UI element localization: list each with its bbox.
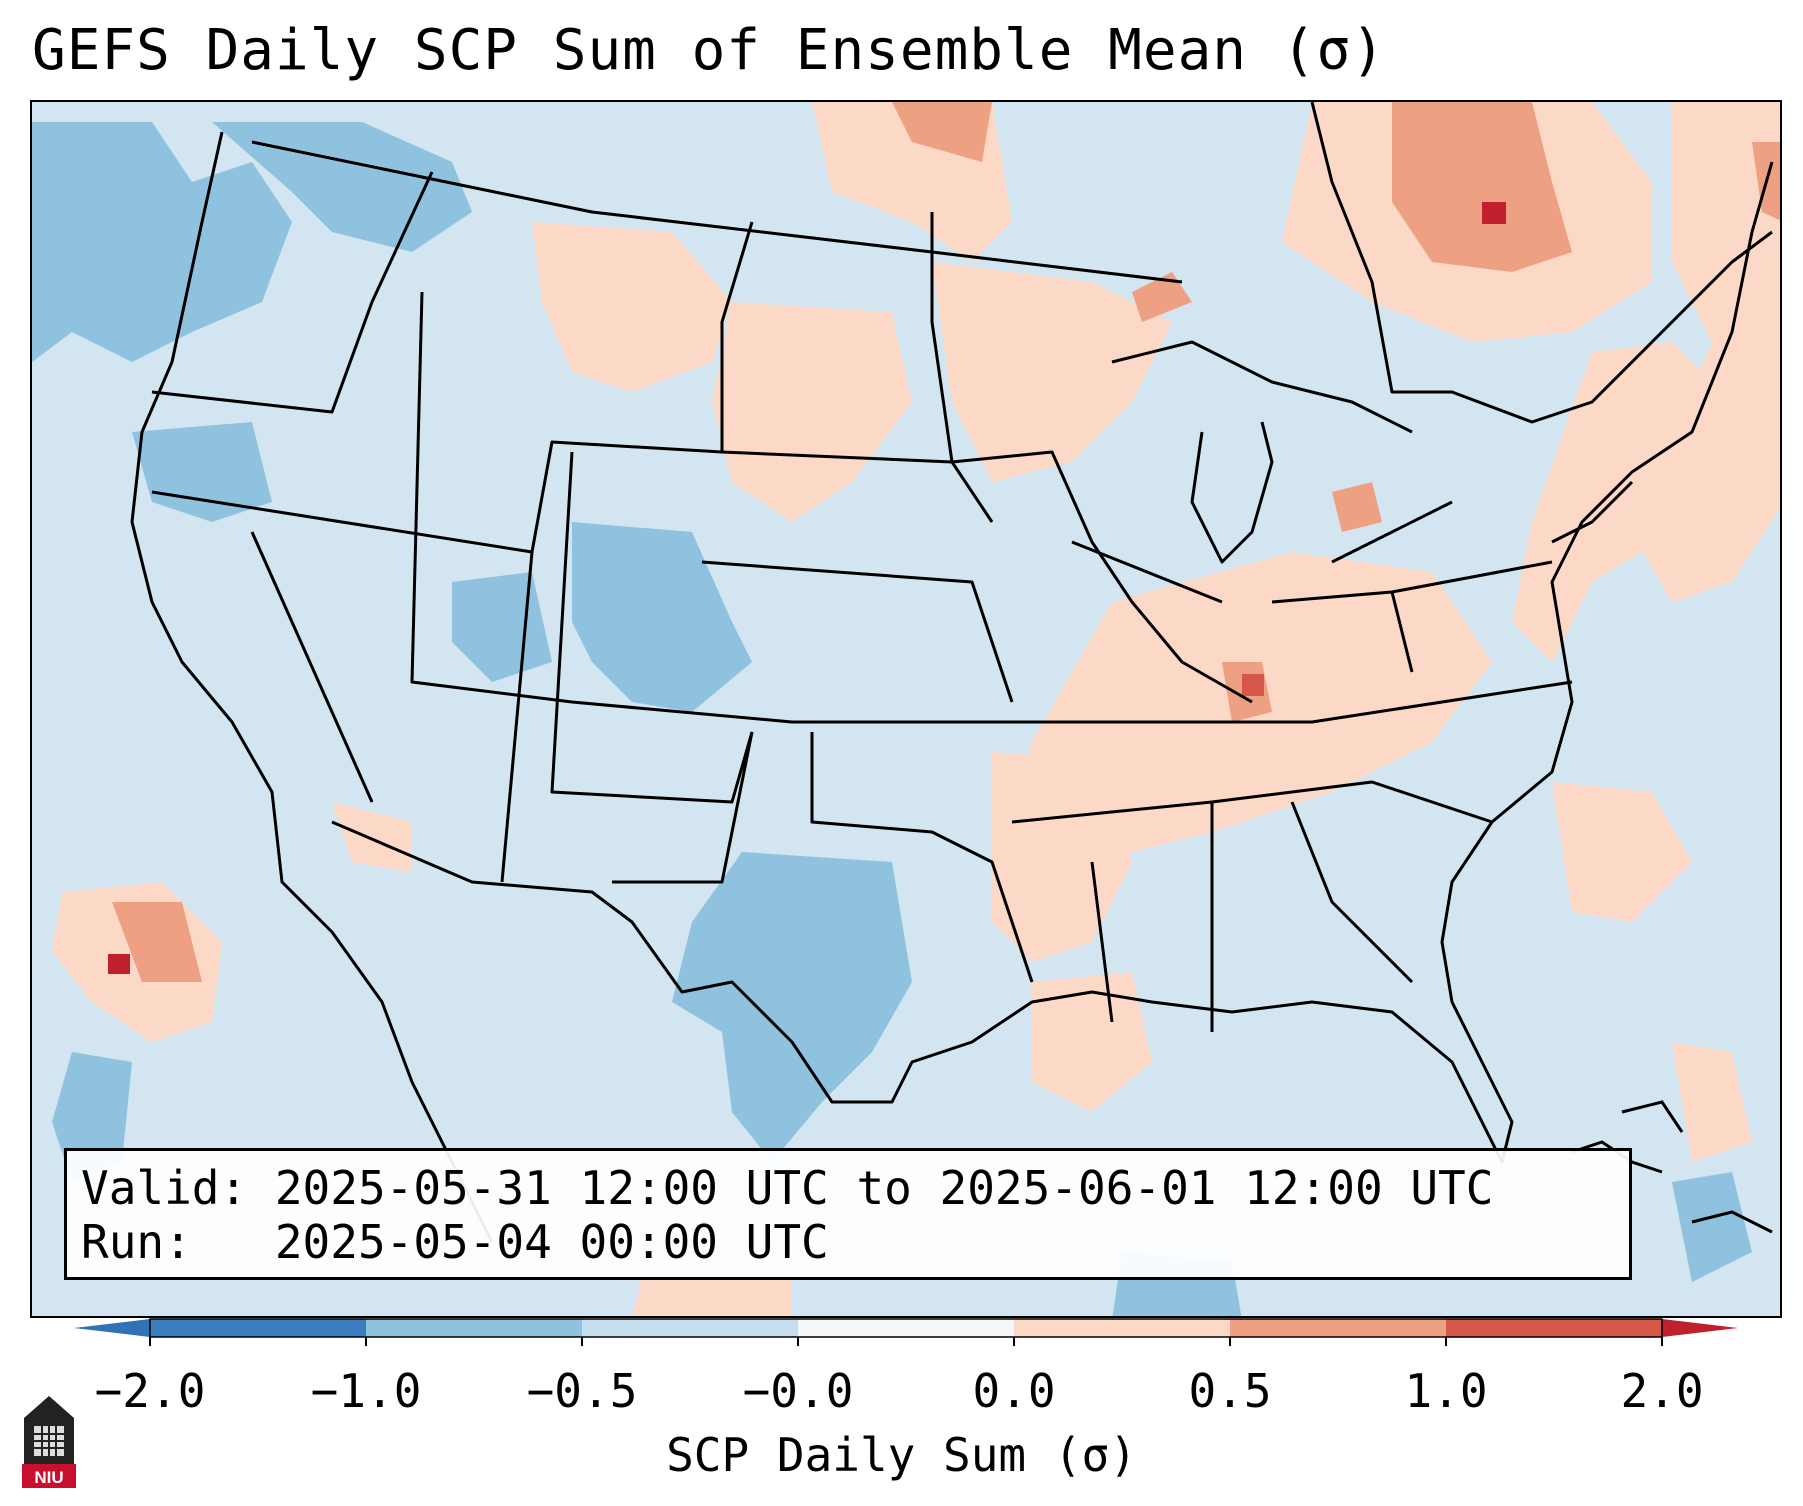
colorbar-tick-label: −0.5 xyxy=(526,1364,638,1418)
map-panel xyxy=(30,100,1782,1318)
colorbar-segment xyxy=(582,1319,799,1337)
colorbar-extend-low xyxy=(74,1319,150,1337)
colorbar-extend-high xyxy=(1662,1319,1738,1337)
colorbar-segment xyxy=(1230,1319,1447,1337)
colorbar-tick-label: 0.5 xyxy=(1188,1364,1272,1418)
colorbar-tick-label: −2.0 xyxy=(94,1364,206,1418)
colorbar-segment xyxy=(150,1319,367,1337)
colorbar-segment xyxy=(366,1319,583,1337)
colorbar-tick-label: −0.0 xyxy=(742,1364,854,1418)
run-time-text: Run: 2025-05-04 00:00 UTC xyxy=(81,1215,829,1269)
map-title: GEFS Daily SCP Sum of Ensemble Mean (σ) xyxy=(32,18,1386,83)
colorbar xyxy=(74,1318,1738,1346)
valid-time-box: Valid: 2025-05-31 12:00 UTC to 2025-06-0… xyxy=(64,1148,1632,1280)
colorbar-segment xyxy=(1446,1319,1663,1337)
colorbar-label: SCP Daily Sum (σ) xyxy=(666,1428,1137,1482)
colorbar-tick-label: 2.0 xyxy=(1620,1364,1704,1418)
colorbar-tick-label: 1.0 xyxy=(1404,1364,1488,1418)
colorbar-segment xyxy=(1014,1319,1231,1337)
colorbar-tick-label: −1.0 xyxy=(310,1364,422,1418)
svg-text:NIU: NIU xyxy=(34,1468,63,1487)
valid-time-text: Valid: 2025-05-31 12:00 UTC to 2025-06-0… xyxy=(81,1161,1494,1215)
niu-logo: NIU xyxy=(22,1396,76,1488)
state-boundaries xyxy=(130,102,1774,1243)
colorbar-segment xyxy=(798,1319,1015,1337)
colorbar-tick-label: 0.0 xyxy=(972,1364,1056,1418)
map-canvas xyxy=(32,102,1780,1316)
anomaly-field xyxy=(32,102,1780,1316)
